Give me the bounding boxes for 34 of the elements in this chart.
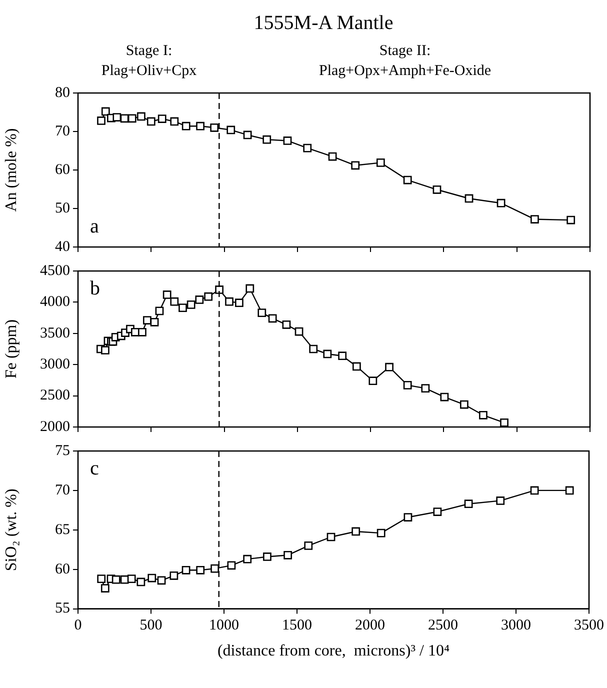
annotation: a: [90, 215, 99, 238]
x-axis-title: (distance from core, microns)³ / 10⁴: [217, 642, 450, 660]
y-tick-label: 4000: [40, 294, 70, 310]
y-tick-label: 80: [55, 84, 70, 101]
x-tick-label: 0: [74, 618, 82, 634]
y-tick-label: 75: [55, 442, 70, 459]
chart-title: 1555M-A Mantle: [252, 11, 394, 35]
text: Stage I: Plag+Oliv+Cpx: [100, 42, 198, 81]
y-tick-label: 2000: [40, 418, 70, 435]
y-tick-label: 3000: [40, 356, 70, 373]
x-tick-label: 3000: [501, 618, 531, 634]
x-tick-label: 1000: [209, 618, 239, 634]
y-tick-label: 60: [55, 561, 70, 578]
y-axis-title: Fe (ppm): [2, 319, 20, 379]
x-tick-label: 1500: [282, 618, 312, 634]
x-tick-label: 2500: [428, 618, 458, 634]
y-tick-label: 40: [55, 238, 70, 255]
y-tick-label: 55: [55, 600, 70, 617]
x-tick-label: 3500: [574, 618, 604, 634]
x-tick-label: 2000: [355, 618, 385, 634]
y-tick-label: 2500: [40, 388, 70, 404]
annotation: c: [90, 457, 99, 480]
y-tick-label: 50: [55, 200, 70, 216]
x-tick-label: 500: [140, 618, 162, 634]
y-axis-title: An (mole %): [2, 128, 20, 212]
y-tick-label: 4500: [40, 262, 70, 279]
annotation: b: [90, 277, 100, 300]
y-tick-label: 3500: [40, 325, 70, 342]
text: Stage II: Plag+Opx+Amph+Fe-Oxide: [318, 42, 492, 81]
y-tick-label: 60: [55, 162, 70, 178]
y-tick-label: 70: [55, 123, 70, 140]
y-tick-label: 65: [55, 522, 70, 538]
y-axis-title: SiO₂ (wt. %): [2, 488, 20, 572]
y-tick-label: 70: [55, 482, 70, 498]
